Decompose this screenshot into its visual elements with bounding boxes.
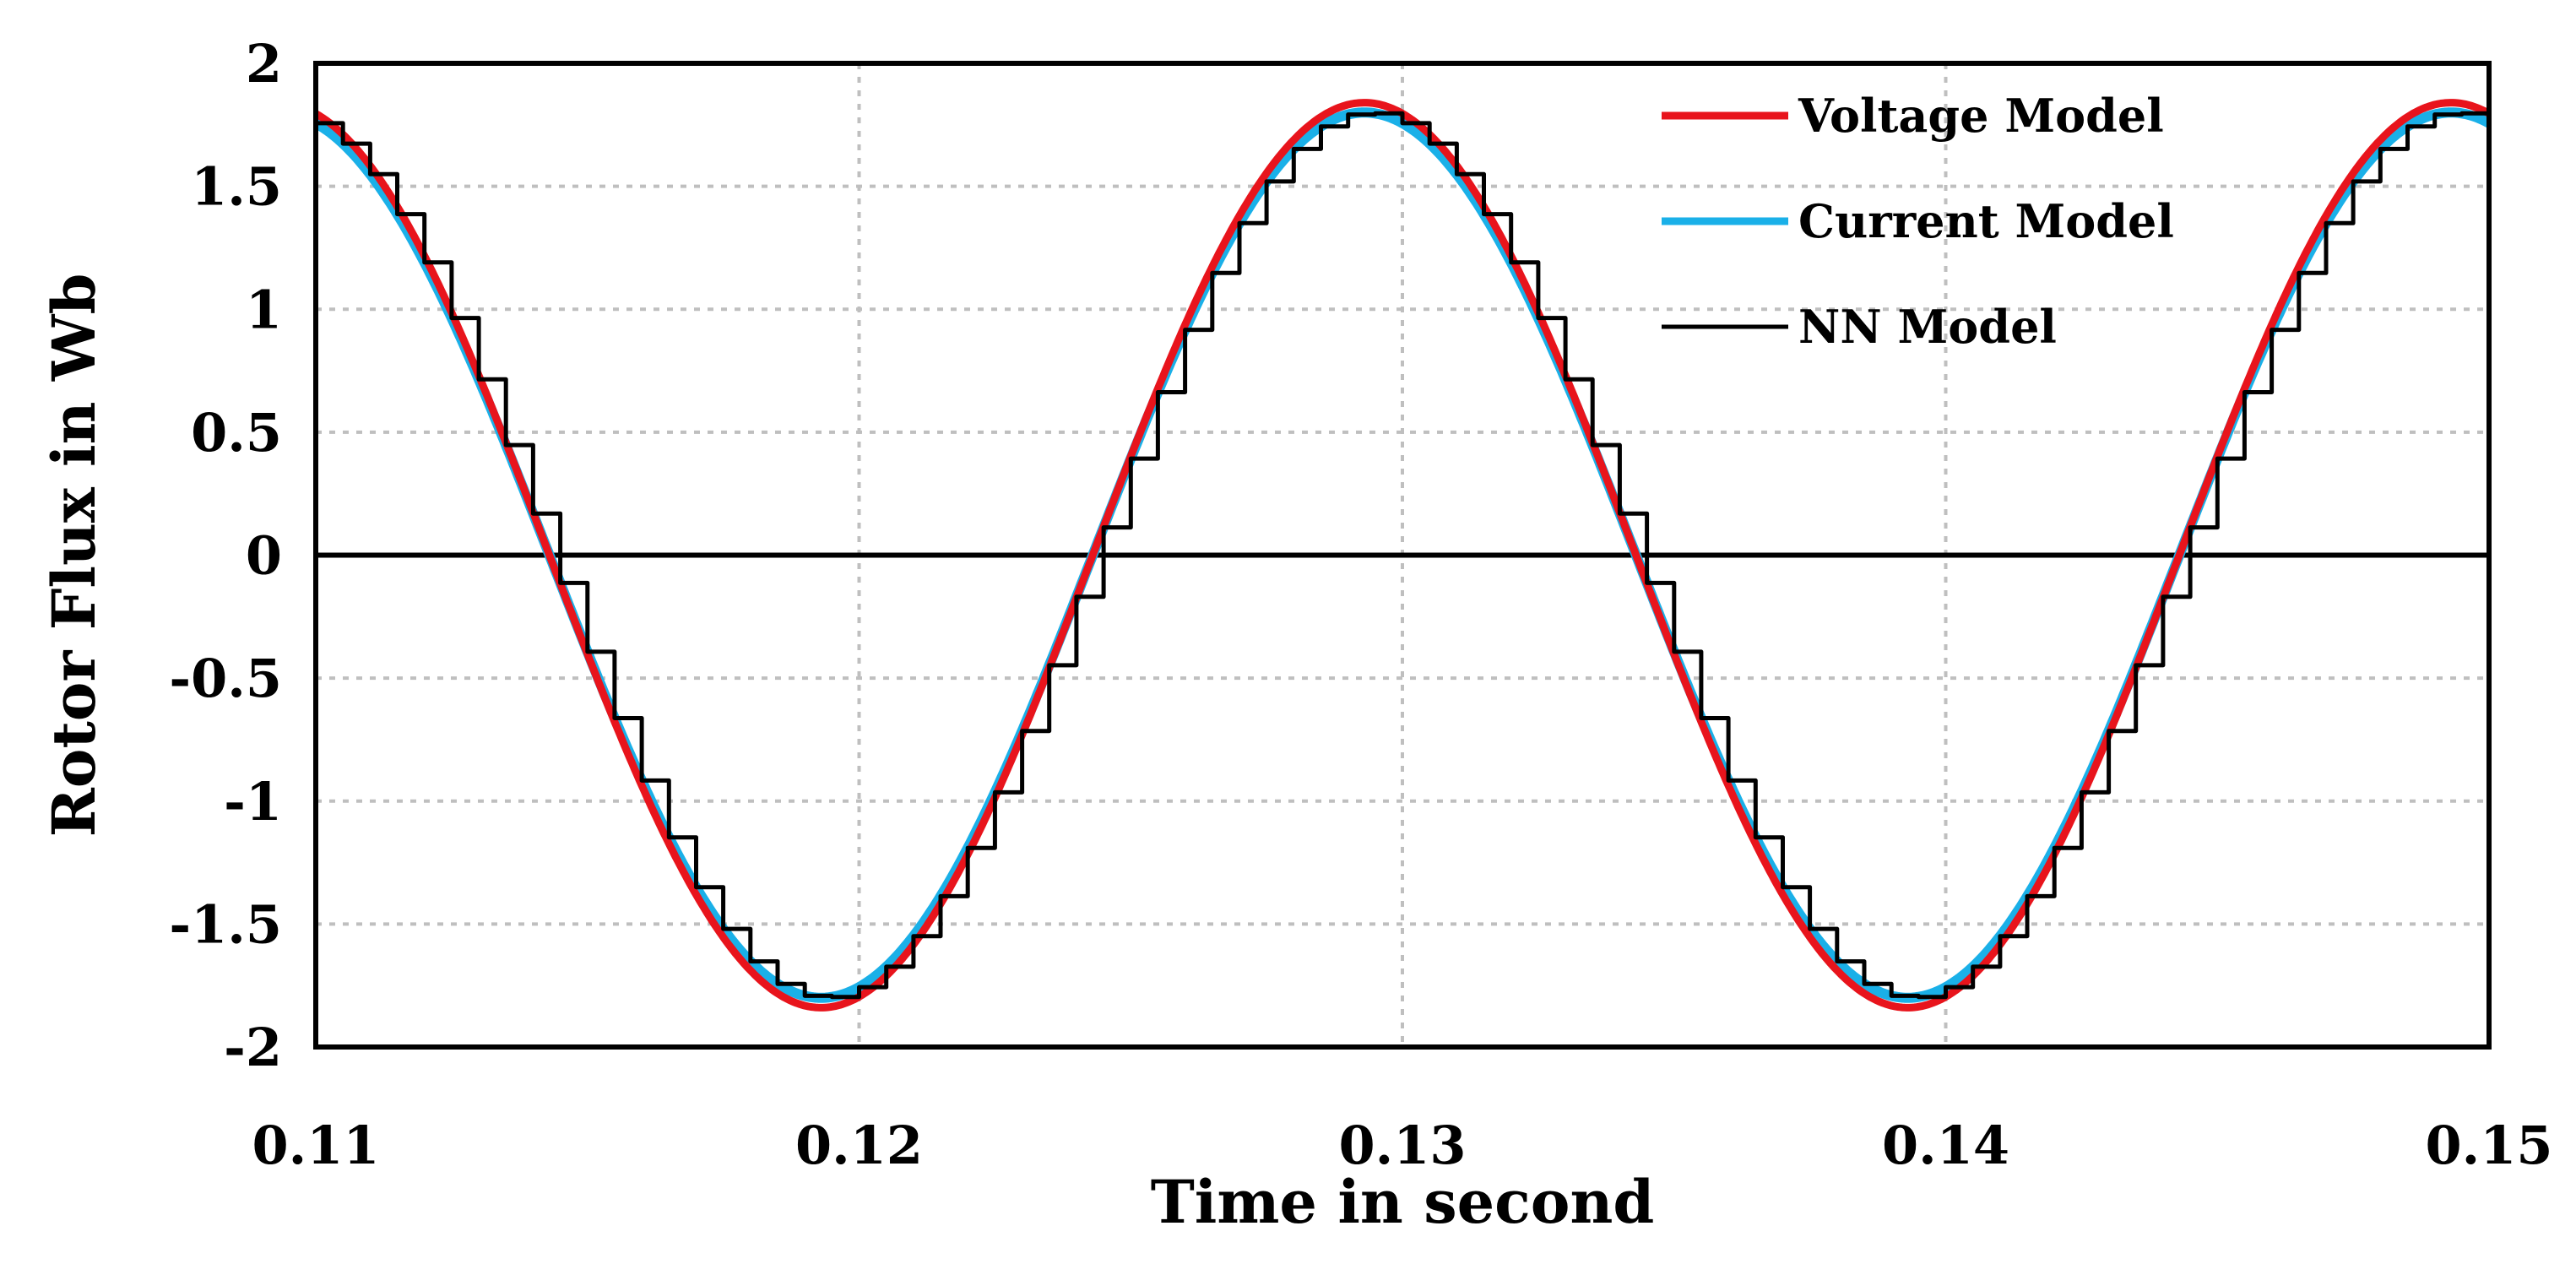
series-group [312,99,2492,1012]
x-tick-label: 0.13 [1338,1115,1466,1176]
y-tick-label: -2 [224,1017,282,1078]
y-tick-labels: 2 1.5 1 0.5 0 -0.5 -1 -1.5 -2 [169,33,282,1078]
y-tick-label: -1.5 [169,893,282,955]
x-tick-label: 0.15 [2425,1115,2552,1176]
y-tick-label: 1 [246,279,282,340]
y-tick-label: 2 [246,33,282,95]
y-tick-label: 0 [246,525,282,587]
legend: Voltage Model Current Model NN Model [1662,89,2174,354]
y-axis-title: Rotor Flux in Wb [39,274,109,838]
legend-label-nn-model: NN Model [1798,300,2057,354]
legend-label-voltage-model: Voltage Model [1798,89,2164,143]
x-tick-label: 0.12 [795,1115,923,1176]
x-tick-labels: 0.11 0.12 0.13 0.14 0.15 [252,1115,2552,1176]
legend-label-current-model: Current Model [1798,194,2174,248]
plot-area-frame [313,61,2492,1050]
x-tick-label: 0.14 [1882,1115,2009,1176]
x-axis-title: Time in second [1151,1167,1655,1237]
y-tick-label: -0.5 [169,648,282,709]
y-tick-label: 1.5 [191,156,282,218]
y-tick-label: 0.5 [191,402,282,464]
y-tick-label: -1 [224,771,282,833]
nn-model-line [316,111,2489,1000]
x-tick-label: 0.11 [252,1115,379,1176]
